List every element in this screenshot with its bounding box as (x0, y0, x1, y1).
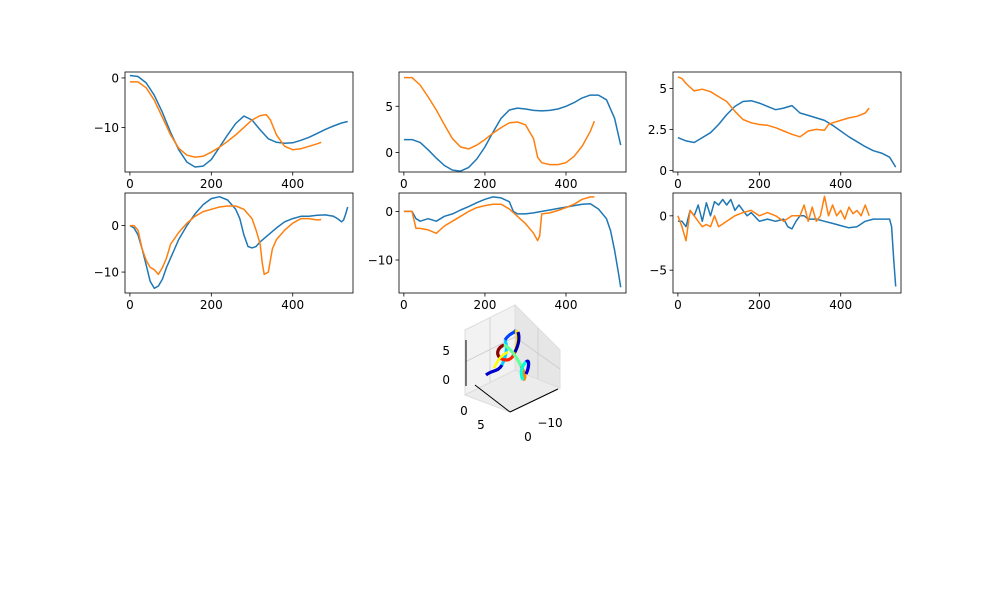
pane-floor (463, 369, 562, 413)
x-tick-label: 400 (555, 298, 578, 312)
trajectory-segment (524, 359, 531, 375)
subplot-top-left: 0 200 400 −10 0 (94, 71, 354, 191)
trajectory-segment (513, 331, 521, 353)
trajectory-segment (484, 364, 504, 377)
x-tick-label: 400 (281, 298, 304, 312)
y-tick-label: 0 (460, 404, 468, 418)
series-line-2 (677, 76, 870, 138)
x-axis-line (509, 388, 559, 413)
series-line-2 (129, 81, 322, 158)
series-line-1 (677, 99, 897, 168)
trajectory-3d (484, 329, 531, 382)
series-line-1 (403, 94, 622, 172)
series-line-2 (403, 76, 596, 166)
series-line-2 (403, 196, 595, 242)
x-tick-label: 0 (126, 177, 134, 191)
y-tick-label: −5 (649, 264, 667, 278)
x-tick-label: 0 (674, 298, 682, 312)
axes-frame (398, 71, 627, 173)
axes-frame (672, 192, 902, 294)
series-line-1 (129, 195, 349, 290)
series-line-2 (677, 195, 870, 242)
x-tick-label: 400 (555, 177, 578, 191)
y-tick-label: 0 (111, 219, 119, 233)
subplot-middle-left: 0 200 400 −10 0 (94, 192, 354, 312)
axes-frame (124, 192, 354, 294)
axes-frame (398, 192, 627, 294)
y-tick-label: −10 (94, 121, 119, 135)
x-tick-label: 200 (200, 298, 223, 312)
trajectory-segment (496, 343, 505, 360)
x-tick-label: 200 (748, 177, 771, 191)
x-tick-label: 200 (200, 177, 223, 191)
subplot-middle-center: 0 200 400 −10 0 (368, 192, 627, 312)
x-tick-label: 0 (524, 430, 532, 444)
axes-frame (124, 71, 354, 173)
x-tick-label: 400 (829, 298, 852, 312)
y-tick-label: −10 (368, 253, 393, 267)
x-tick-label: 0 (400, 298, 408, 312)
subplot-middle-right: 0 200 400 −5 0 (649, 192, 902, 312)
y-axis-line (474, 384, 511, 413)
y-tick-label: 5 (477, 418, 485, 432)
y-tick-label: 0 (385, 146, 393, 160)
y-tick-label: 0 (111, 71, 119, 85)
y-tick-label: 5 (659, 82, 667, 96)
series-line-2 (129, 205, 322, 276)
subplot-3d: 5 0 0 5 −10 0 (442, 303, 563, 444)
subplot-top-middle: 0 200 400 0 5 (385, 71, 627, 191)
x-tick-label: 400 (281, 177, 304, 191)
trajectory-segment (503, 343, 523, 367)
axes-frame (672, 71, 902, 173)
series-line-1 (129, 74, 348, 168)
x-tick-label: 200 (748, 298, 771, 312)
trajectory-segment (492, 350, 509, 369)
trajectory-segment (519, 360, 528, 381)
y-tick-label: 0 (659, 209, 667, 223)
subplot-top-right: 0 200 400 0 2.5 5 (648, 71, 902, 191)
y-tick-label: 0 (385, 205, 393, 219)
series-line-1 (677, 198, 897, 287)
x-tick-label: −10 (537, 416, 562, 430)
x-tick-label: 400 (829, 177, 852, 191)
series-line-1 (403, 196, 622, 288)
x-tick-label: 200 (473, 298, 496, 312)
z-tick-label: 5 (442, 344, 450, 358)
y-tick-label: 2.5 (648, 123, 667, 137)
x-tick-label: 0 (674, 177, 682, 191)
z-tick-label: 0 (442, 373, 450, 387)
x-tick-label: 0 (126, 298, 134, 312)
y-tick-label: 0 (659, 164, 667, 178)
y-tick-label: 5 (385, 100, 393, 114)
x-tick-label: 200 (473, 177, 496, 191)
y-tick-label: −10 (94, 266, 119, 280)
x-tick-label: 0 (400, 177, 408, 191)
grid-line (514, 336, 561, 370)
